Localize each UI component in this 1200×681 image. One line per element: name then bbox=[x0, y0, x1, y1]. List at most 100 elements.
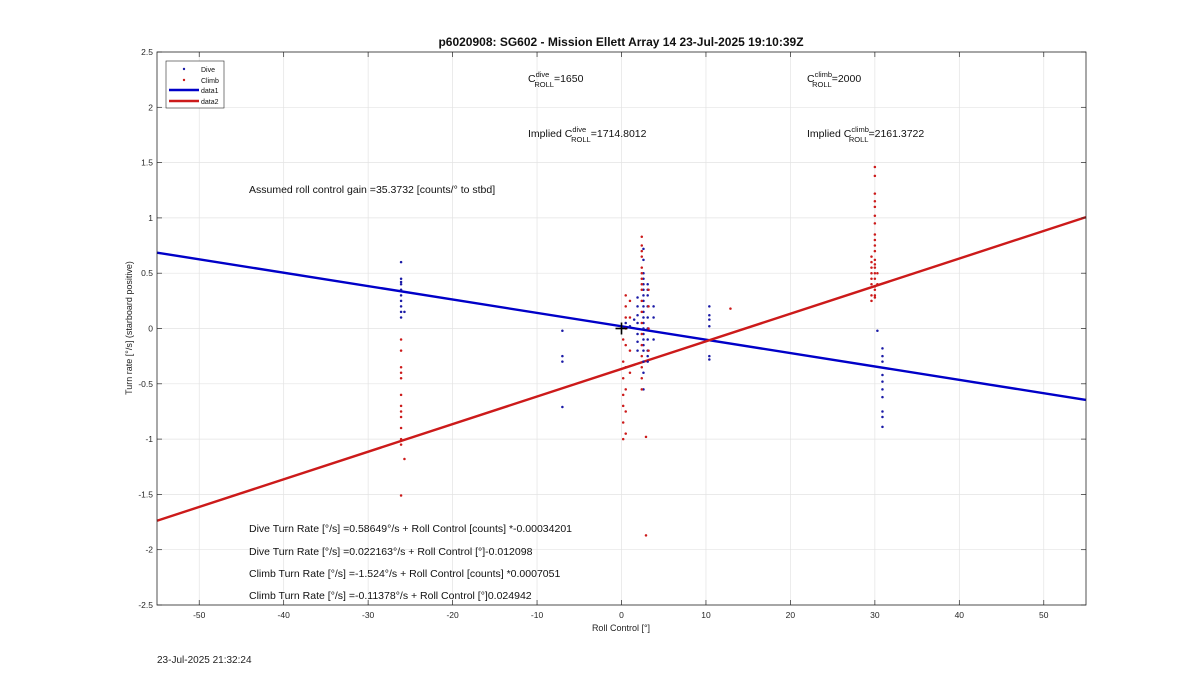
point-climb bbox=[399, 426, 403, 430]
footer-timestamp: 23-Jul-2025 21:32:24 bbox=[157, 655, 252, 666]
point-climb bbox=[647, 288, 650, 292]
point-climb bbox=[873, 294, 877, 297]
point-climb bbox=[873, 214, 877, 217]
c-roll-climb-label: Cclimb ROLL=2000 bbox=[807, 70, 861, 89]
point-climb bbox=[628, 349, 632, 352]
point-climb bbox=[873, 258, 877, 262]
y-tick-label: 0 bbox=[148, 324, 153, 334]
point-dive bbox=[636, 349, 639, 352]
point-climb bbox=[640, 332, 644, 336]
point-climb bbox=[628, 299, 632, 303]
c-roll-dive-label: Cdive ROLL=1650 bbox=[528, 70, 584, 89]
point-dive bbox=[403, 310, 406, 314]
point-climb bbox=[624, 432, 627, 435]
point-climb bbox=[870, 271, 873, 275]
point-climb bbox=[621, 338, 625, 341]
point-climb bbox=[873, 263, 877, 266]
x-tick-label: 30 bbox=[870, 610, 880, 620]
point-climb bbox=[640, 310, 644, 314]
point-dive bbox=[652, 338, 655, 341]
point-climb bbox=[644, 534, 648, 537]
implied-dive-label: Implied Cdive ROLL=1714.8012 bbox=[528, 125, 647, 144]
point-dive bbox=[708, 313, 711, 317]
point-climb bbox=[640, 255, 644, 258]
y-tick-label: -1.5 bbox=[138, 489, 153, 499]
point-dive bbox=[881, 388, 884, 391]
equation-dive-counts: Dive Turn Rate [°/s] =0.58649°/s + Roll … bbox=[249, 523, 572, 535]
y-tick-label: -1 bbox=[145, 434, 153, 444]
point-dive bbox=[881, 415, 884, 419]
point-climb bbox=[640, 343, 644, 347]
point-climb bbox=[399, 437, 403, 441]
point-dive bbox=[399, 277, 403, 280]
point-climb bbox=[873, 222, 877, 225]
point-climb bbox=[640, 377, 644, 380]
point-climb bbox=[640, 283, 644, 286]
point-climb bbox=[640, 249, 644, 253]
point-climb bbox=[644, 435, 648, 439]
point-climb bbox=[640, 388, 644, 391]
point-dive bbox=[642, 360, 645, 363]
point-climb bbox=[873, 165, 877, 169]
y-tick-label: -0.5 bbox=[138, 379, 153, 389]
y-axis-label: Turn rate [°/s] (starboard positive) bbox=[124, 261, 134, 395]
point-climb bbox=[729, 307, 732, 310]
legend: Dive Climb data1 data2 bbox=[165, 60, 225, 109]
point-dive bbox=[399, 299, 403, 303]
point-climb bbox=[403, 457, 406, 461]
point-climb bbox=[399, 349, 403, 352]
y-tick-label: -2.5 bbox=[138, 600, 153, 610]
point-dive bbox=[881, 410, 884, 413]
point-climb bbox=[640, 288, 644, 292]
x-tick-label: 40 bbox=[955, 610, 965, 620]
fit-line-data2 bbox=[156, 215, 1087, 522]
point-dive bbox=[632, 318, 636, 321]
legend-label-data2: data2 bbox=[201, 99, 219, 106]
point-dive bbox=[624, 321, 627, 325]
point-dive bbox=[399, 305, 403, 308]
x-tick-label: -10 bbox=[531, 610, 544, 620]
x-tick-label: 10 bbox=[701, 610, 711, 620]
point-dive bbox=[646, 338, 649, 341]
point-dive bbox=[708, 325, 711, 328]
point-dive bbox=[652, 305, 655, 308]
point-climb bbox=[870, 260, 873, 264]
point-climb bbox=[876, 271, 879, 275]
roll-gain-label: Assumed roll control gain =35.3732 [coun… bbox=[249, 184, 495, 196]
point-dive bbox=[646, 316, 649, 319]
point-climb bbox=[870, 266, 873, 269]
y-tick-label: 0.5 bbox=[141, 268, 153, 278]
point-dive bbox=[708, 318, 711, 321]
point-climb bbox=[624, 294, 627, 297]
point-climb bbox=[399, 371, 403, 374]
point-dive bbox=[642, 305, 645, 308]
point-climb bbox=[640, 365, 644, 369]
y-tick-label: 2.5 bbox=[141, 47, 153, 57]
point-dive bbox=[399, 260, 403, 264]
point-dive bbox=[642, 316, 645, 319]
chart-title: p6020908: SG602 - Mission Ellett Array 1… bbox=[438, 35, 803, 49]
point-climb bbox=[399, 404, 403, 408]
legend-marker-dive bbox=[182, 67, 186, 71]
point-climb bbox=[640, 266, 644, 269]
legend-label-dive: Dive bbox=[201, 67, 215, 74]
point-climb bbox=[399, 377, 403, 380]
point-dive bbox=[636, 305, 639, 308]
point-climb bbox=[640, 271, 644, 275]
axis-ticks: -50 -40 -30 -20 -10 0 10 20 30 40 50-2.5-2-1.5-1-0… bbox=[138, 47, 1086, 620]
point-dive bbox=[881, 425, 884, 429]
point-climb bbox=[399, 365, 403, 369]
point-climb bbox=[647, 305, 650, 308]
point-dive bbox=[636, 313, 639, 317]
point-dive bbox=[636, 332, 639, 336]
point-climb bbox=[873, 288, 877, 292]
equation-dive-degrees: Dive Turn Rate [°/s] =0.022163°/s + Roll… bbox=[249, 546, 533, 558]
point-climb bbox=[399, 338, 403, 341]
x-tick-label: 20 bbox=[786, 610, 796, 620]
y-tick-label: -2 bbox=[145, 545, 153, 555]
y-tick-label: 1.5 bbox=[141, 158, 153, 168]
point-climb bbox=[873, 296, 877, 299]
point-dive bbox=[636, 340, 639, 344]
x-tick-label: 50 bbox=[1039, 610, 1049, 620]
